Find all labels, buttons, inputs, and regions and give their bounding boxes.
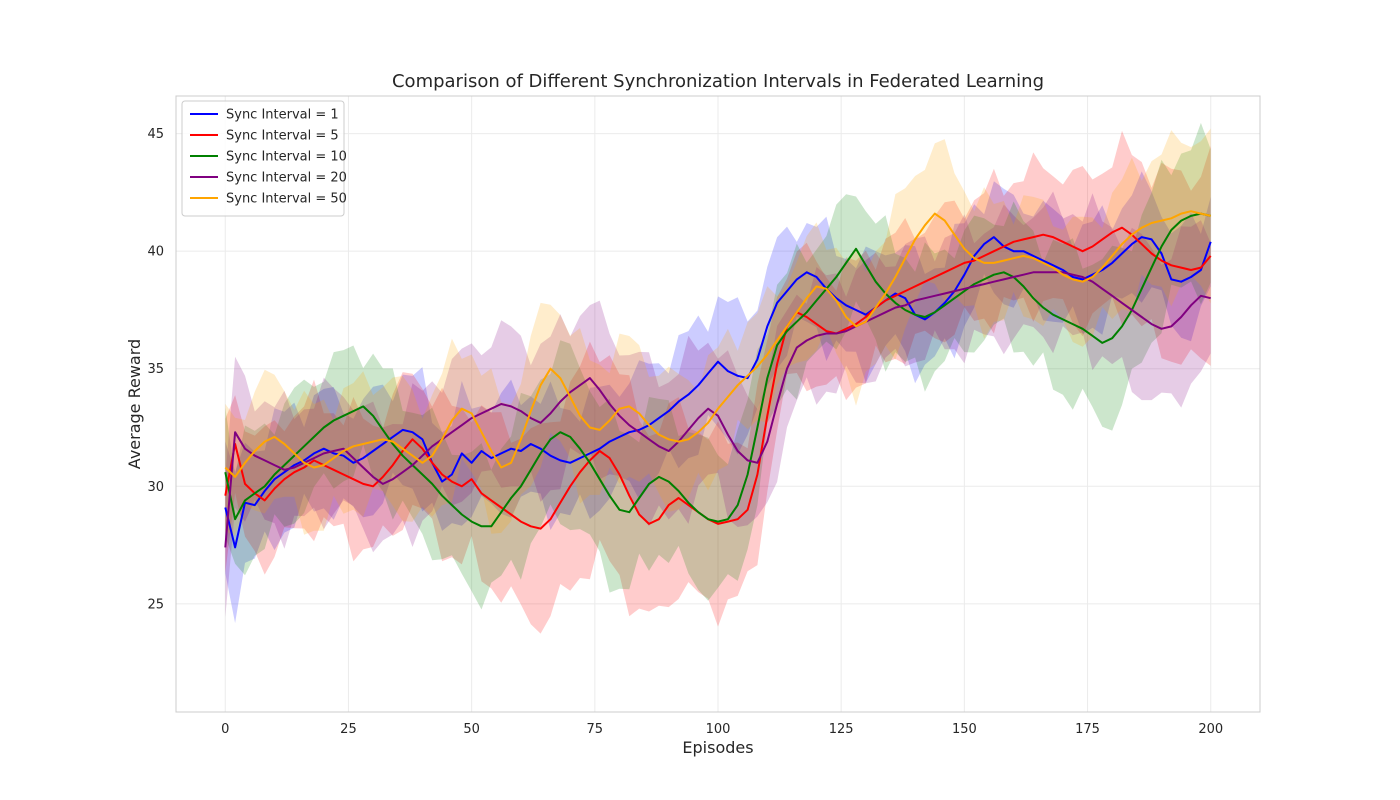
x-tick-label: 0 [221, 722, 229, 737]
grid-lines [176, 96, 1260, 712]
series-line-2 [224, 226, 1212, 530]
x-axis-ticks: 0 25 50 75 100 125 150 175 200 [221, 722, 1223, 737]
legend-box [181, 100, 345, 217]
std-band-series-4 [225, 191, 1211, 617]
chart-title: Comparison of Different Synchronization … [392, 71, 1044, 92]
x-tick-label: 175 [1075, 722, 1100, 737]
y-axis-ticks: 25 30 35 40 45 [147, 127, 164, 612]
legend: Sync Interval = 1 Sync Interval = 5 Sync I… [181, 100, 347, 217]
std-band-series-5 [225, 128, 1211, 537]
std-band-series-3 [225, 122, 1211, 610]
series-line-3 [224, 212, 1211, 528]
std-bands [225, 122, 1211, 634]
x-tick-label: 50 [463, 722, 480, 737]
legend-label: Sync Interval = 20 [226, 171, 347, 186]
series-line-5 [224, 210, 1211, 478]
y-tick-label: 30 [147, 480, 164, 495]
x-tick-label: 75 [587, 722, 604, 737]
x-tick-label: 200 [1198, 722, 1223, 737]
mean-lines [224, 210, 1212, 549]
y-tick-label: 40 [147, 245, 164, 260]
x-axis-label: Episodes [682, 738, 753, 757]
y-tick-label: 45 [147, 127, 164, 142]
x-tick-label: 150 [952, 722, 977, 737]
x-tick-label: 100 [706, 722, 731, 737]
plot-frame [175, 95, 1261, 713]
std-band-series-2 [225, 130, 1211, 634]
legend-label: Sync Interval = 50 [226, 192, 347, 207]
series-line-4 [224, 271, 1211, 548]
legend-label: Sync Interval = 10 [226, 150, 347, 165]
y-tick-label: 25 [147, 597, 164, 612]
x-tick-label: 125 [829, 722, 854, 737]
legend-label: Sync Interval = 1 [226, 108, 339, 123]
x-tick-label: 25 [340, 722, 357, 737]
std-band-series-1 [225, 171, 1211, 624]
y-axis-label: Average Reward [125, 339, 144, 469]
legend-label: Sync Interval = 5 [226, 129, 339, 144]
y-tick-label: 35 [147, 362, 164, 377]
